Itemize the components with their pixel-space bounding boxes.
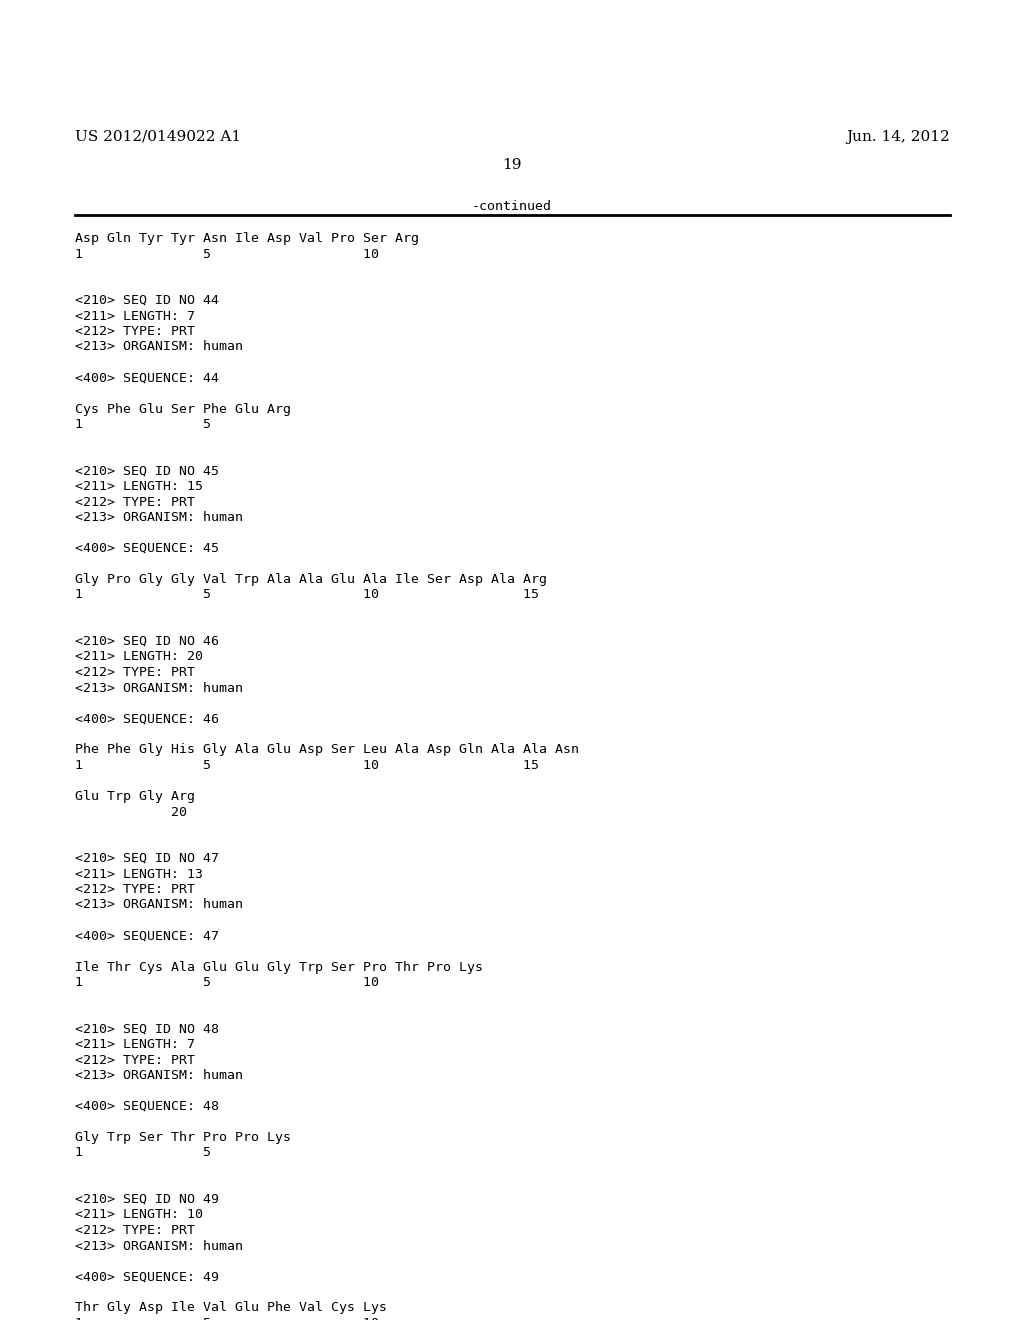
Text: Ile Thr Cys Ala Glu Glu Gly Trp Ser Pro Thr Pro Lys: Ile Thr Cys Ala Glu Glu Gly Trp Ser Pro … — [75, 961, 483, 974]
Text: <211> LENGTH: 20: <211> LENGTH: 20 — [75, 651, 203, 664]
Text: Thr Gly Asp Ile Val Glu Phe Val Cys Lys: Thr Gly Asp Ile Val Glu Phe Val Cys Lys — [75, 1302, 387, 1315]
Text: <400> SEQUENCE: 46: <400> SEQUENCE: 46 — [75, 713, 219, 726]
Text: 1               5                   10: 1 5 10 — [75, 1317, 379, 1320]
Text: 1               5                   10                  15: 1 5 10 15 — [75, 589, 539, 602]
Text: <212> TYPE: PRT: <212> TYPE: PRT — [75, 1224, 195, 1237]
Text: Gly Pro Gly Gly Val Trp Ala Ala Glu Ala Ile Ser Asp Ala Arg: Gly Pro Gly Gly Val Trp Ala Ala Glu Ala … — [75, 573, 547, 586]
Text: <400> SEQUENCE: 48: <400> SEQUENCE: 48 — [75, 1100, 219, 1113]
Text: 1               5                   10: 1 5 10 — [75, 975, 379, 989]
Text: Jun. 14, 2012: Jun. 14, 2012 — [846, 129, 950, 144]
Text: <212> TYPE: PRT: <212> TYPE: PRT — [75, 883, 195, 896]
Text: Gly Trp Ser Thr Pro Pro Lys: Gly Trp Ser Thr Pro Pro Lys — [75, 1131, 291, 1144]
Text: Phe Phe Gly His Gly Ala Glu Asp Ser Leu Ala Asp Gln Ala Ala Asn: Phe Phe Gly His Gly Ala Glu Asp Ser Leu … — [75, 743, 579, 756]
Text: Cys Phe Glu Ser Phe Glu Arg: Cys Phe Glu Ser Phe Glu Arg — [75, 403, 291, 416]
Text: Asp Gln Tyr Tyr Asn Ile Asp Val Pro Ser Arg: Asp Gln Tyr Tyr Asn Ile Asp Val Pro Ser … — [75, 232, 419, 246]
Text: US 2012/0149022 A1: US 2012/0149022 A1 — [75, 129, 241, 144]
Text: <400> SEQUENCE: 44: <400> SEQUENCE: 44 — [75, 371, 219, 384]
Text: <211> LENGTH: 15: <211> LENGTH: 15 — [75, 480, 203, 492]
Text: 1               5                   10                  15: 1 5 10 15 — [75, 759, 539, 772]
Text: <211> LENGTH: 7: <211> LENGTH: 7 — [75, 1038, 195, 1051]
Text: <213> ORGANISM: human: <213> ORGANISM: human — [75, 1239, 243, 1253]
Text: <212> TYPE: PRT: <212> TYPE: PRT — [75, 667, 195, 678]
Text: <213> ORGANISM: human: <213> ORGANISM: human — [75, 341, 243, 354]
Text: <211> LENGTH: 10: <211> LENGTH: 10 — [75, 1209, 203, 1221]
Text: -continued: -continued — [472, 201, 552, 213]
Text: <213> ORGANISM: human: <213> ORGANISM: human — [75, 511, 243, 524]
Text: <400> SEQUENCE: 45: <400> SEQUENCE: 45 — [75, 543, 219, 554]
Text: <213> ORGANISM: human: <213> ORGANISM: human — [75, 681, 243, 694]
Text: <400> SEQUENCE: 49: <400> SEQUENCE: 49 — [75, 1270, 219, 1283]
Text: Glu Trp Gly Arg: Glu Trp Gly Arg — [75, 789, 195, 803]
Text: <211> LENGTH: 13: <211> LENGTH: 13 — [75, 867, 203, 880]
Text: <213> ORGANISM: human: <213> ORGANISM: human — [75, 899, 243, 912]
Text: <210> SEQ ID NO 44: <210> SEQ ID NO 44 — [75, 294, 219, 308]
Text: <211> LENGTH: 7: <211> LENGTH: 7 — [75, 309, 195, 322]
Text: 1               5                   10: 1 5 10 — [75, 248, 379, 260]
Text: 19: 19 — [502, 158, 522, 172]
Text: <210> SEQ ID NO 46: <210> SEQ ID NO 46 — [75, 635, 219, 648]
Text: <212> TYPE: PRT: <212> TYPE: PRT — [75, 495, 195, 508]
Text: <210> SEQ ID NO 48: <210> SEQ ID NO 48 — [75, 1023, 219, 1035]
Text: <213> ORGANISM: human: <213> ORGANISM: human — [75, 1069, 243, 1082]
Text: 20: 20 — [75, 805, 187, 818]
Text: <210> SEQ ID NO 49: <210> SEQ ID NO 49 — [75, 1193, 219, 1206]
Text: <212> TYPE: PRT: <212> TYPE: PRT — [75, 1053, 195, 1067]
Text: 1               5: 1 5 — [75, 1147, 211, 1159]
Text: <210> SEQ ID NO 45: <210> SEQ ID NO 45 — [75, 465, 219, 478]
Text: 1               5: 1 5 — [75, 418, 211, 432]
Text: <210> SEQ ID NO 47: <210> SEQ ID NO 47 — [75, 851, 219, 865]
Text: <212> TYPE: PRT: <212> TYPE: PRT — [75, 325, 195, 338]
Text: <400> SEQUENCE: 47: <400> SEQUENCE: 47 — [75, 929, 219, 942]
